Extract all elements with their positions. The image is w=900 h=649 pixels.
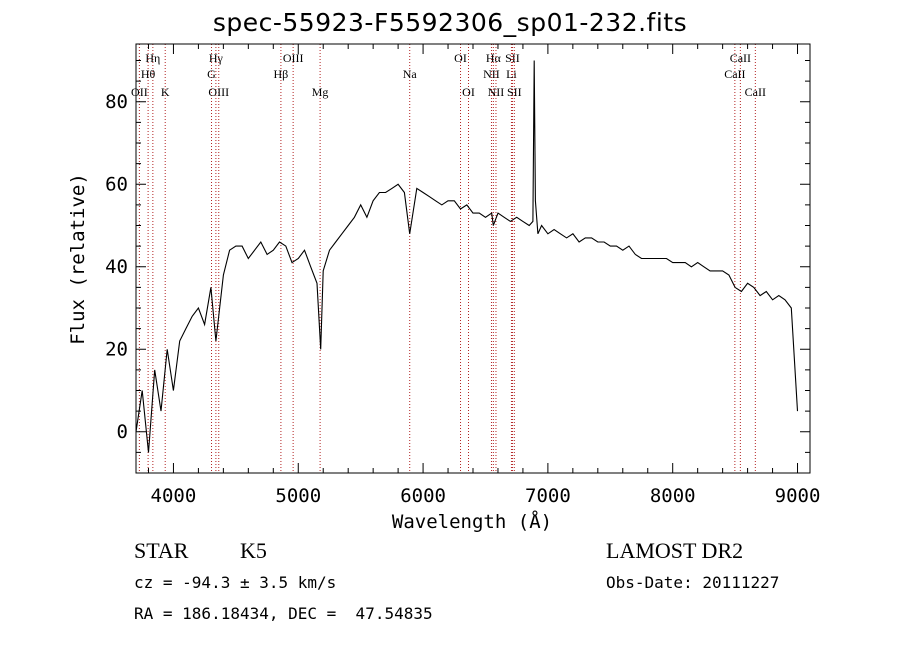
x-tick-label: 7000 — [525, 485, 571, 507]
y-tick-label: 20 — [105, 338, 128, 360]
y-axis-label: Flux (relative) — [67, 173, 89, 345]
line-marker-label: OIII — [208, 85, 229, 99]
x-tick-label: 8000 — [650, 485, 696, 507]
plot-frame-rect — [135, 43, 811, 474]
line-marker-label: SII — [507, 85, 522, 99]
line-marker-label: CaII — [724, 67, 745, 81]
spectrum-line — [136, 60, 799, 453]
line-marker-label: NII — [488, 85, 505, 99]
line-marker-label: Hη — [145, 51, 160, 65]
line-marker-label: OI — [462, 85, 475, 99]
line-marker-label: Mg — [312, 85, 329, 99]
line-marker-label: G — [207, 67, 216, 81]
line-marker-label: Na — [403, 67, 418, 81]
y-tick-label: 0 — [117, 421, 128, 443]
line-marker-label: OIII — [283, 51, 304, 65]
subclass-label: K5 — [240, 538, 267, 563]
y-tick-label: 80 — [105, 91, 128, 113]
line-marker-label: Hα — [486, 51, 502, 65]
line-marker-label: OI — [454, 51, 467, 65]
line-marker-label: Hγ — [209, 51, 224, 65]
survey-label: LAMOST DR2 — [606, 538, 744, 563]
line-marker-label: CaII — [745, 85, 766, 99]
y-tick-label: 60 — [105, 173, 128, 195]
line-marker-label: CaII — [730, 51, 751, 65]
class-label: STAR — [134, 538, 189, 563]
line-marker-label: K — [161, 85, 170, 99]
x-axis-label: Wavelength (Å) — [392, 510, 552, 533]
line-marker-label: Hθ — [141, 67, 156, 81]
line-marker-label: Li — [506, 67, 517, 81]
chart-title: spec-55923-F5592306_sp01-232.fits — [212, 8, 688, 37]
line-marker-label: SII — [505, 51, 520, 65]
axis-ticks — [136, 44, 810, 474]
cz-value: cz = -94.3 ± 3.5 km/s — [134, 573, 337, 592]
coordinates: RA = 186.18434, DEC = 47.54835 — [134, 604, 433, 623]
plot-frame — [135, 43, 811, 474]
x-tick-label: 5000 — [275, 485, 321, 507]
line-marker-label: Hβ — [274, 67, 289, 81]
y-tick-label: 40 — [105, 256, 128, 278]
spectrum-series — [136, 60, 799, 453]
x-tick-label: 6000 — [400, 485, 446, 507]
x-tick-label: 4000 — [151, 485, 197, 507]
obs-date: Obs-Date: 20111227 — [606, 573, 780, 592]
line-marker-label: NII — [483, 67, 500, 81]
x-tick-label: 9000 — [775, 485, 821, 507]
line-marker-label: OII — [131, 85, 148, 99]
tick-labels: 4000 5000 6000 7000 8000 9000 0 20 40 60 80 — [105, 91, 820, 507]
